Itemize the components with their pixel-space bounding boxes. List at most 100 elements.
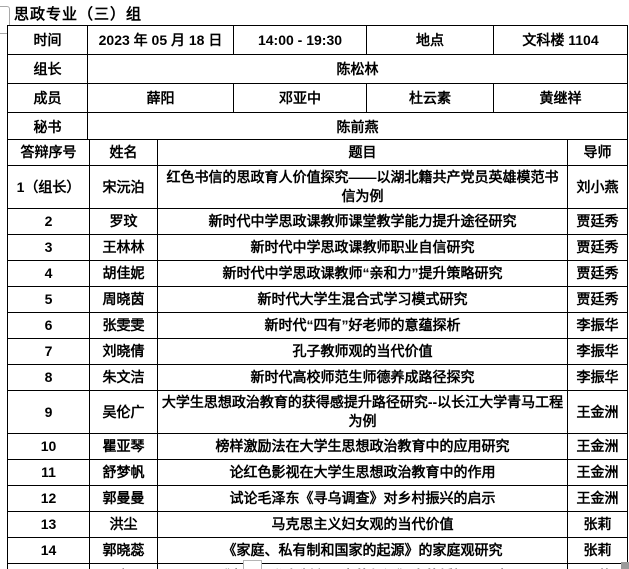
- student-name-cell: 郭曼曼: [89, 485, 158, 512]
- topic-cell: 新时代高校师范生师德养成路径探究: [157, 364, 568, 391]
- order-cell: 5: [7, 286, 90, 313]
- order-cell: 11: [7, 459, 90, 486]
- student-name-cell: 周晓茵: [89, 286, 158, 313]
- resize-handle-fragment: [621, 562, 629, 569]
- student-name-cell: 刘晓倩: [89, 338, 158, 365]
- order-cell: 12: [7, 485, 90, 512]
- table-row: 12 郭曼曼 试论毛泽东《寻乌调查》对乡村振兴的启示 王金洲: [7, 485, 628, 512]
- student-name-cell: 瞿亚琴: [89, 433, 158, 460]
- table-row: 5 周晓茵 新时代大学生混合式学习模式研究 贾廷秀: [7, 286, 628, 313]
- advisor-cell: 贾廷秀: [567, 260, 628, 287]
- advisor-cell: 张莉: [567, 511, 628, 538]
- topic-cell: 试论毛泽东《寻乌调查》对乡村振兴的启示: [157, 485, 568, 512]
- table-row: 10 瞿亚琴 榜样激励法在大学生思想政治教育中的应用研究 王金洲: [7, 433, 628, 460]
- order-cell: 2: [7, 208, 90, 235]
- topic-cell: 马克思主义妇女观的当代价值: [157, 511, 568, 538]
- table-row: 14 郭晓蕊 《家庭、私有制和国家的起源》的家庭观研究 张莉: [7, 537, 628, 564]
- defense-list-table: 答辩序号 姓名 题目 导师 1（组长） 宋沅泊 红色书信的思政育人价值探究——以…: [7, 139, 628, 569]
- table-row: 1（组长） 宋沅泊 红色书信的思政育人价值探究——以湖北籍共产党员英雄模范书信为…: [7, 165, 628, 209]
- student-name-cell: 王林林: [89, 234, 158, 261]
- member-name: 薛阳: [87, 83, 234, 113]
- table-row: 2 罗玟 新时代中学思政课教师课堂教学能力提升途径研究 贾廷秀: [7, 208, 628, 235]
- topic-cell: 新时代“四有”好老师的意蕴探析: [157, 312, 568, 339]
- table-row: 11 舒梦帆 论红色影视在大学生思想政治教育中的作用 王金洲: [7, 459, 628, 486]
- order-cell: 4: [7, 260, 90, 287]
- members-label: 成员: [7, 83, 88, 113]
- session-info-table: 时间 2023 年 05 月 18 日 14:00 - 19:30 地点 文科楼…: [7, 25, 628, 142]
- table-row: 3 王林林 新时代中学思政课教师职业自信研究 贾廷秀: [7, 234, 628, 261]
- topic-cell: 论红色影视在大学生思想政治教育中的作用: [157, 459, 568, 486]
- table-row: 8 朱文洁 新时代高校师范生师德养成路径探究 李振华: [7, 364, 628, 391]
- student-name-cell: 胡佳妮: [89, 260, 158, 287]
- table-row: 9 吴伦广 大学生思想政治教育的获得感提升路径研究--以长江大学青马工程为例 王…: [7, 390, 628, 434]
- advisor-cell: 张莉: [567, 537, 628, 564]
- order-cell: 9: [7, 390, 90, 434]
- student-name-cell: 吴伦广: [89, 390, 158, 434]
- table-row: 7 刘晓倩 孔子教师观的当代价值 李振华: [7, 338, 628, 365]
- defense-table-body: 1（组长） 宋沅泊 红色书信的思政育人价值探究——以湖北籍共产党员英雄模范书信为…: [7, 165, 628, 569]
- order-cell: 8: [7, 364, 90, 391]
- topic-cell: 孔子教师观的当代价值: [157, 338, 568, 365]
- advisor-cell: 王金洲: [567, 390, 628, 434]
- location-label: 地点: [366, 25, 494, 55]
- student-name-cell: 朱文洁: [89, 364, 158, 391]
- order-cell: 1（组长）: [7, 165, 90, 209]
- secretary-label: 秘书: [7, 112, 88, 142]
- advisor-cell: 刘小燕: [567, 165, 628, 209]
- table-row: 时间 2023 年 05 月 18 日 14:00 - 19:30 地点 文科楼…: [7, 25, 628, 55]
- location-value: 文科楼 1104: [493, 25, 628, 55]
- order-cell: 15: [7, 563, 90, 569]
- table-row: 组长 陈松林: [7, 54, 628, 84]
- advisor-cell: 李振华: [567, 312, 628, 339]
- member-name: 杜云素: [366, 83, 494, 113]
- partial-ui-fragment-top-left: [0, 6, 10, 34]
- advisor-cell: 王金洲: [567, 459, 628, 486]
- order-cell: 10: [7, 433, 90, 460]
- student-name-cell: 洪尘: [89, 511, 158, 538]
- group-title: 思政专业（三）组: [14, 6, 143, 23]
- student-name-cell: 罗玟: [89, 208, 158, 235]
- order-cell: 3: [7, 234, 90, 261]
- advisor-cell: 李振华: [567, 364, 628, 391]
- header-topic: 题目: [157, 139, 568, 166]
- table-row: 13 洪尘 马克思主义妇女观的当代价值 张莉: [7, 511, 628, 538]
- order-cell: 13: [7, 511, 90, 538]
- table-row: 成员 薛阳 邓亚中 杜云素 黄继祥: [7, 83, 628, 113]
- topic-cell: 大学生思想政治教育的获得感提升路径研究--以长江大学青马工程为例: [157, 390, 568, 434]
- order-cell: 7: [7, 338, 90, 365]
- topic-cell: 《家庭、私有制和国家的起源》的家庭观研究: [157, 537, 568, 564]
- leader-value: 陈松林: [87, 54, 628, 84]
- leader-label: 组长: [7, 54, 88, 84]
- topic-cell: 新时代大学生混合式学习模式研究: [157, 286, 568, 313]
- table-row: 15 罗文平 《家庭、私有制和国家的起源》中的婚姻观研究 张莉: [7, 563, 628, 569]
- student-name-cell: 罗文平: [89, 563, 158, 569]
- topic-cell: 新时代中学思政课教师职业自信研究: [157, 234, 568, 261]
- header-order: 答辩序号: [7, 139, 90, 166]
- date-value: 2023 年 05 月 18 日: [87, 25, 234, 55]
- order-cell: 6: [7, 312, 90, 339]
- student-name-cell: 宋沅泊: [89, 165, 158, 209]
- topic-cell: 榜样激励法在大学生思想政治教育中的应用研究: [157, 433, 568, 460]
- topic-cell: 新时代中学思政课教师课堂教学能力提升途径研究: [157, 208, 568, 235]
- student-name-cell: 郭晓蕊: [89, 537, 158, 564]
- advisor-cell: 李振华: [567, 338, 628, 365]
- advisor-cell: 贾廷秀: [567, 234, 628, 261]
- topic-cell: 新时代中学思政课教师“亲和力”提升策略研究: [157, 260, 568, 287]
- advisor-cell: 张莉: [567, 563, 628, 569]
- member-name: 黄继祥: [493, 83, 628, 113]
- advisor-cell: 贾廷秀: [567, 208, 628, 235]
- student-name-cell: 张雯雯: [89, 312, 158, 339]
- advisor-cell: 王金洲: [567, 433, 628, 460]
- member-name: 邓亚中: [233, 83, 367, 113]
- header-name: 姓名: [89, 139, 158, 166]
- table-row: 秘书 陈前燕: [7, 112, 628, 142]
- time-label: 时间: [7, 25, 88, 55]
- secretary-value: 陈前燕: [87, 112, 628, 142]
- topic-cell: 红色书信的思政育人价值探究——以湖北籍共产党员英雄模范书信为例: [157, 165, 568, 209]
- advisor-cell: 贾廷秀: [567, 286, 628, 313]
- table-header-row: 答辩序号 姓名 题目 导师: [7, 139, 628, 166]
- student-name-cell: 舒梦帆: [89, 459, 158, 486]
- time-range-value: 14:00 - 19:30: [233, 25, 367, 55]
- advisor-cell: 王金洲: [567, 485, 628, 512]
